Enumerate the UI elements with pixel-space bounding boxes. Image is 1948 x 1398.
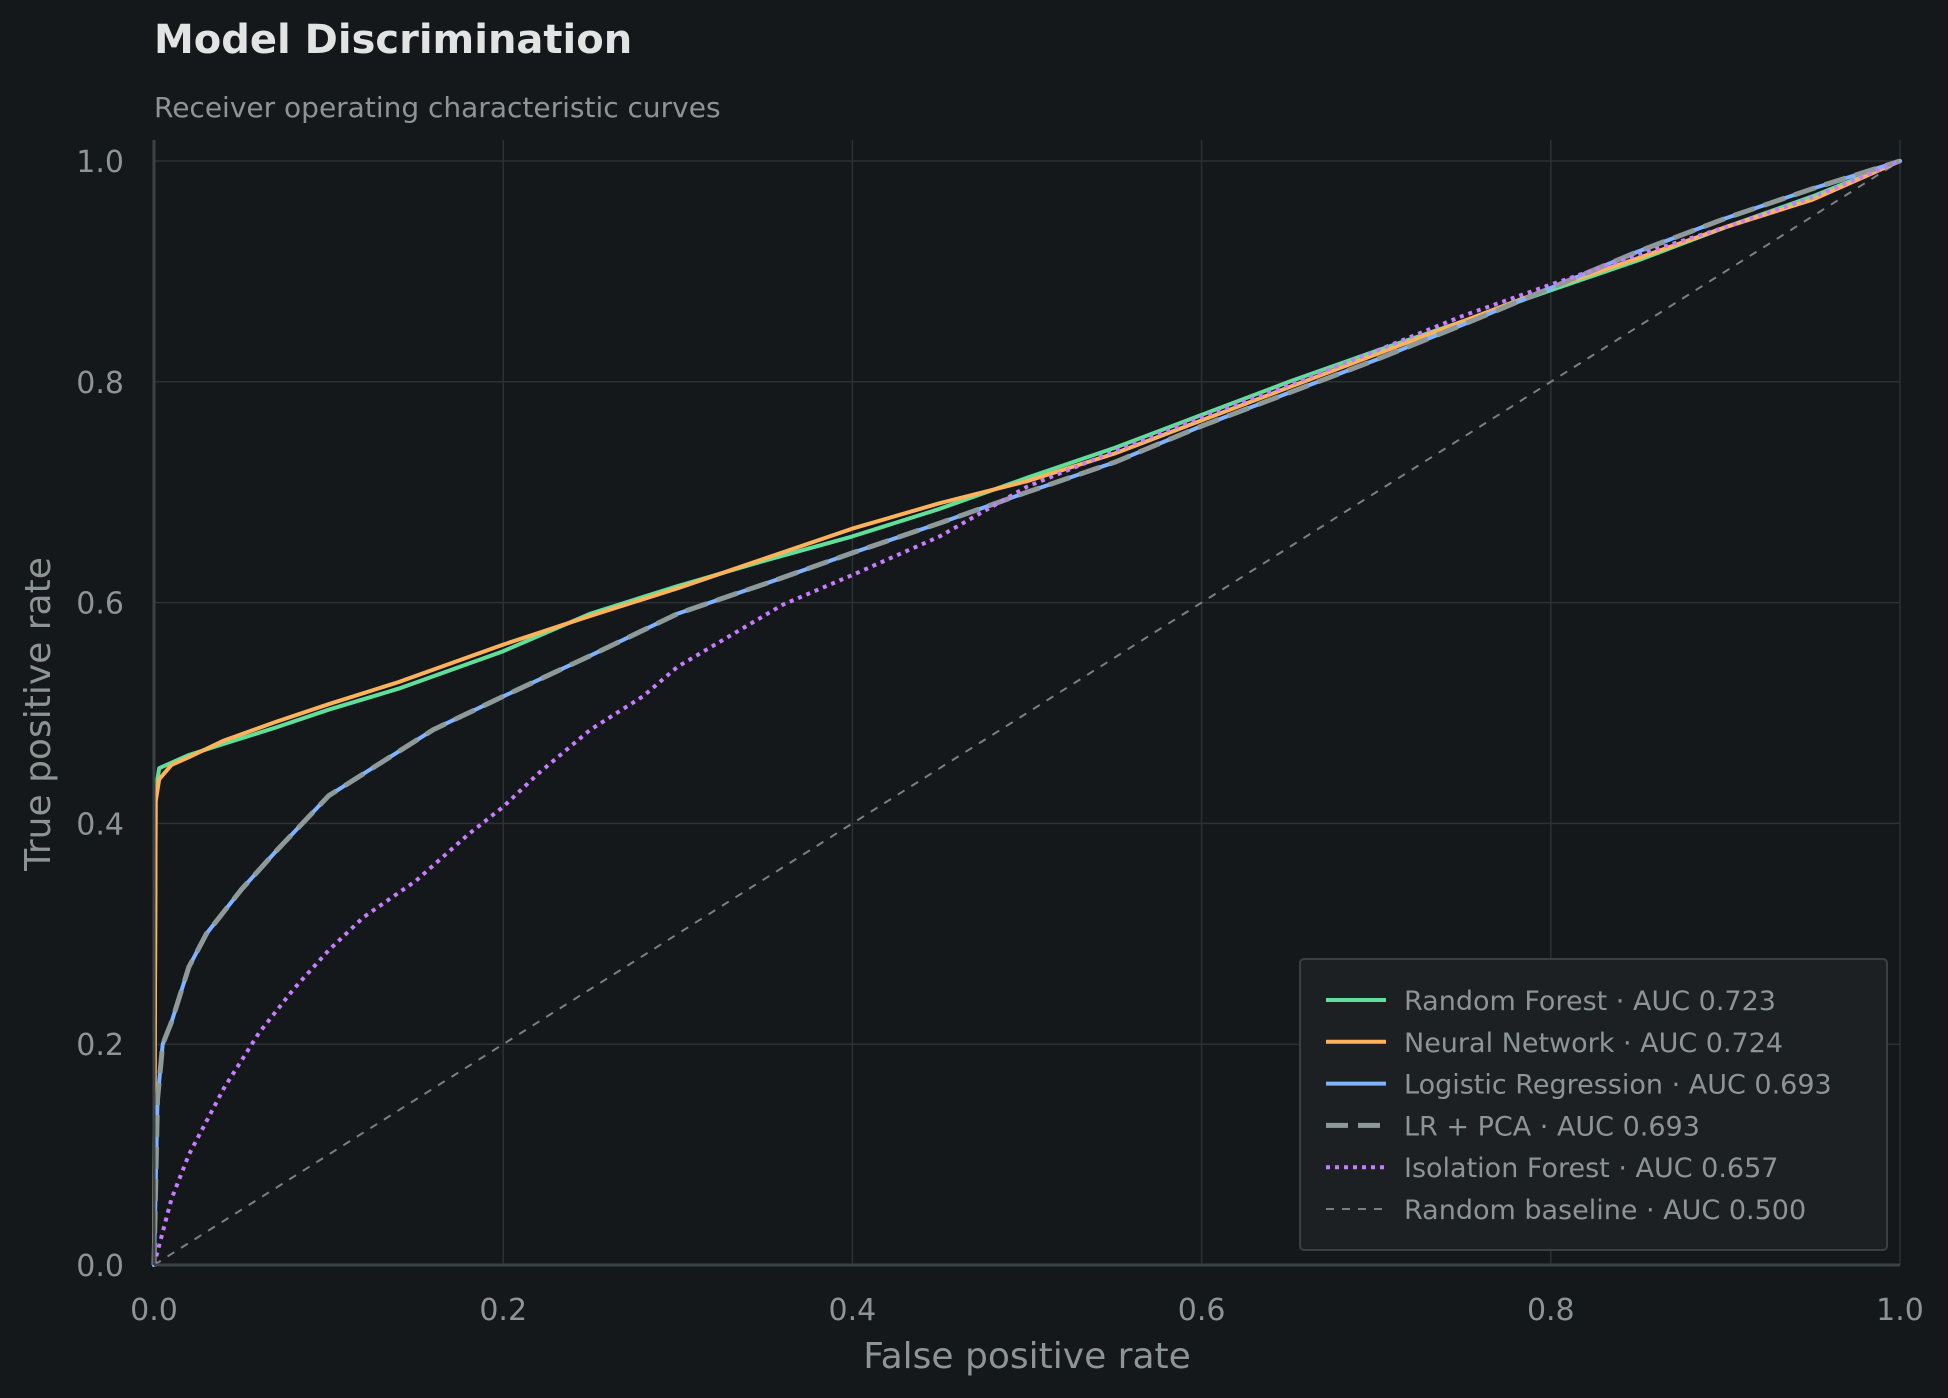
x-tick-label: 0.8 (1527, 1293, 1575, 1328)
x-tick-label: 1.0 (1876, 1293, 1924, 1328)
legend-entry-label: Isolation Forest · AUC 0.657 (1404, 1153, 1778, 1184)
chart-title: Model Discrimination (154, 17, 632, 63)
series-lr-pca (151, 158, 1901, 1266)
axes (152, 140, 1900, 1267)
legend-entry-label: Logistic Regression · AUC 0.693 (1404, 1070, 1832, 1101)
x-tick-label: 0.6 (1178, 1293, 1226, 1328)
y-tick-label: 1.0 (76, 145, 124, 180)
y-tick-label: 0.4 (76, 807, 124, 842)
legend-entry-label: LR + PCA · AUC 0.693 (1404, 1111, 1700, 1142)
series-isolation-forest (152, 159, 1901, 1266)
series-layer (151, 158, 1902, 1267)
y-tick-label: 0.0 (76, 1249, 124, 1284)
legend: Random Forest · AUC 0.723 Neural Network … (1299, 958, 1888, 1251)
y-tick-label: 0.8 (76, 366, 124, 401)
legend-entry-label: Neural Network · AUC 0.724 (1404, 1028, 1783, 1059)
x-tick-label: 0.2 (479, 1293, 527, 1328)
x-tick-label: 0.0 (130, 1293, 178, 1328)
legend-entry-label: Random baseline · AUC 0.500 (1404, 1195, 1806, 1226)
grid (154, 140, 1901, 1265)
legend-entry-label: Random Forest · AUC 0.723 (1404, 986, 1776, 1017)
chart-subtitle: Receiver operating characteristic curves (154, 91, 721, 124)
y-axis-label: True positive rate (18, 557, 59, 872)
x-tick-label: 0.4 (829, 1293, 877, 1328)
y-tick-label: 0.2 (76, 1028, 124, 1063)
y-tick-label: 0.6 (76, 587, 124, 622)
x-axis-label: False positive rate (863, 1336, 1191, 1377)
legend-box (1299, 958, 1888, 1251)
y-tick-labels: 0.0 0.2 0.4 0.6 0.8 1.0 (76, 145, 124, 1284)
x-tick-labels: 0.0 0.2 0.4 0.6 0.8 1.0 (130, 1293, 1924, 1328)
